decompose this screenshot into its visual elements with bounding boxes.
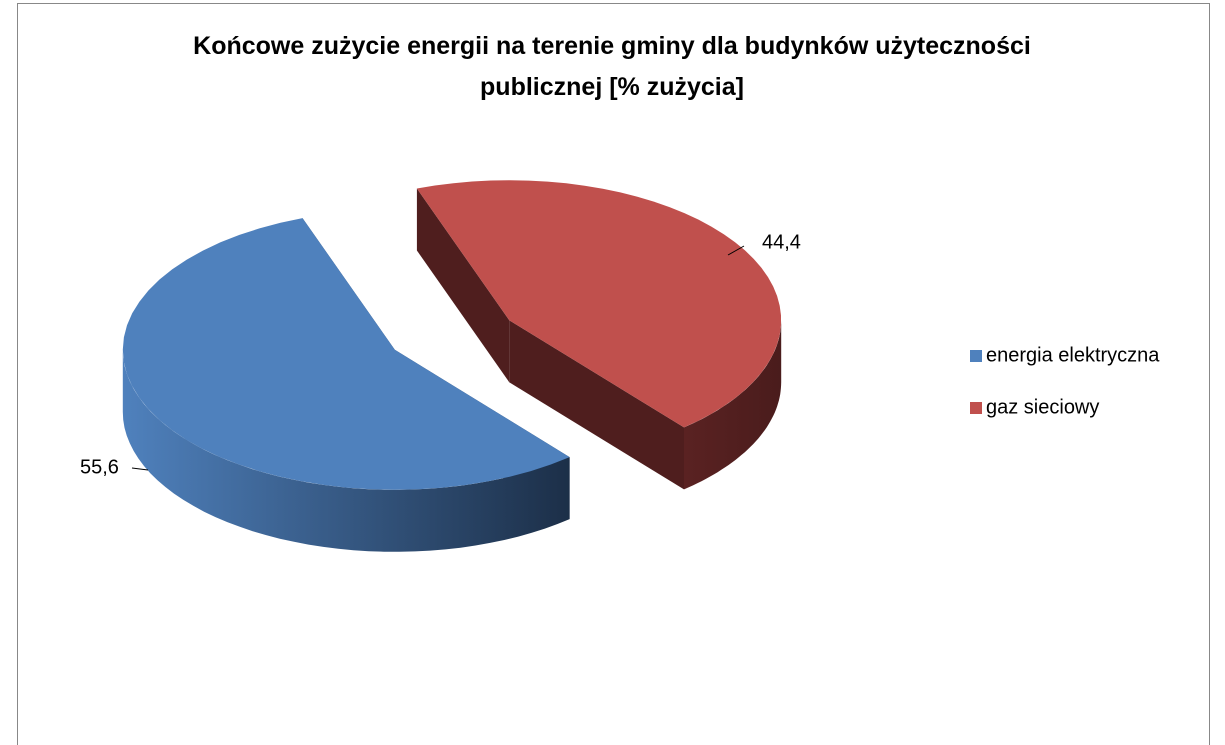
slice xyxy=(416,180,781,428)
slice xyxy=(122,218,570,490)
legend-label: energia elektryczna xyxy=(986,344,1160,366)
slice-face xyxy=(509,320,684,490)
leader-line xyxy=(727,245,745,256)
legend-swatch xyxy=(970,350,982,362)
data-label: 44,4 xyxy=(762,231,801,253)
slice-face xyxy=(416,188,510,383)
slice-side xyxy=(684,320,782,490)
legend-swatch xyxy=(970,402,982,414)
data-label: 55,6 xyxy=(80,456,119,478)
chart-title: Końcowe zużycie energii na terenie gminy… xyxy=(193,32,1031,101)
legend-label: gaz sieciowy xyxy=(986,396,1099,418)
leader-line xyxy=(131,467,149,471)
slice-side xyxy=(122,349,570,552)
